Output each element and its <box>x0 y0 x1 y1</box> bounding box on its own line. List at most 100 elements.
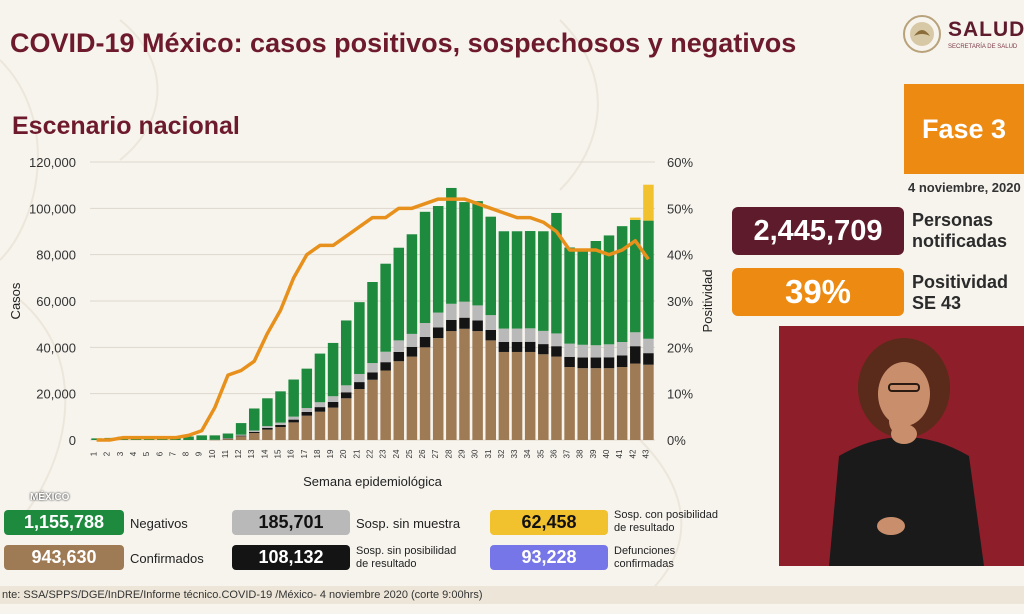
bar-segment <box>314 353 326 403</box>
bar-segment <box>248 431 260 434</box>
bar-segment <box>446 303 457 320</box>
x-tick-label: 13 <box>247 449 256 458</box>
bar-segment <box>367 372 378 380</box>
bar-segment <box>340 392 352 399</box>
positivity-line <box>96 197 650 442</box>
x-tick-label: 26 <box>418 449 427 458</box>
x-tick-label: 7 <box>168 451 177 456</box>
scenario-subtitle: Escenario nacional <box>12 112 240 140</box>
bar-segment <box>262 426 273 428</box>
y-tick-label: 0 <box>69 433 76 448</box>
bar-segment <box>603 344 615 358</box>
x-tick-label: 28 <box>444 449 453 458</box>
bar-segment <box>446 319 457 332</box>
bar-segment <box>511 351 523 440</box>
confirmed-value: 943,630 <box>4 545 124 570</box>
no-result-label: Sosp. sin posibilidad de resultado <box>356 545 456 571</box>
x-tick-label: 12 <box>234 449 243 458</box>
no-sample-label: Sosp. sin muestra <box>356 516 461 531</box>
bar-segment <box>406 356 418 440</box>
x-tick-label: 14 <box>260 449 269 458</box>
bar-segment <box>603 357 615 369</box>
bar-segment <box>577 344 588 358</box>
y2-tick-label: 0% <box>667 433 686 448</box>
bar-segment <box>393 340 405 352</box>
bar-segment <box>538 344 549 355</box>
bar-segment <box>406 346 418 357</box>
bar-segment <box>630 332 641 347</box>
bar-segment <box>577 357 588 369</box>
x-tick-label: 27 <box>431 449 440 458</box>
y2-tick-label: 20% <box>667 340 693 355</box>
bar-segment <box>314 402 326 408</box>
bar-segment <box>511 231 523 329</box>
bar-segment <box>288 379 299 417</box>
notified-label-line2: notificadas <box>912 231 1008 251</box>
positivity-label-line1: Positividad <box>912 272 1009 292</box>
bar-segment <box>419 336 431 348</box>
eagle-emblem-icon <box>903 15 941 53</box>
bar-segment <box>630 346 641 364</box>
bar-segment <box>248 433 260 440</box>
y2-tick-label: 50% <box>667 201 693 216</box>
bar-segment <box>367 363 378 373</box>
bar-segment <box>603 235 615 345</box>
bar-segment <box>551 356 562 440</box>
bar-segment <box>406 333 418 347</box>
possible-result-value: 62,458 <box>490 510 608 535</box>
bar-segment <box>235 434 247 436</box>
bar-segment <box>380 362 391 371</box>
bar-segment <box>262 398 273 427</box>
bar-segment <box>432 312 444 328</box>
bar-segment <box>616 342 628 356</box>
bar-segment <box>262 427 273 430</box>
bar-segment <box>498 351 510 440</box>
bar-segment <box>472 305 483 321</box>
bar-segment <box>538 330 549 345</box>
bar-segment <box>340 320 352 386</box>
negatives-label: Negativos <box>130 516 188 531</box>
bar-segment <box>222 433 234 439</box>
negatives-value: 1,155,788 <box>4 510 124 535</box>
bar-segment <box>275 422 286 425</box>
bar-segment <box>485 216 497 316</box>
bar-segment <box>564 247 575 344</box>
bar-segment <box>327 407 339 440</box>
bar-segment <box>222 438 234 439</box>
bar-segment <box>301 368 313 409</box>
x-tick-label: 4 <box>129 451 138 456</box>
bar-segment <box>235 436 247 440</box>
deaths-label-line1: Defunciones <box>614 545 676 557</box>
bar-segment <box>314 407 326 412</box>
bar-segment <box>288 419 299 423</box>
source-footer: nte: SSA/SPPS/DGE/InDRE/Informe técnico.… <box>0 586 1024 604</box>
bar-segment <box>393 361 405 440</box>
bar-segment <box>275 427 286 440</box>
x-tick-label: 42 <box>628 449 637 458</box>
phase-badge: Fase 3 <box>904 84 1024 174</box>
cases-chart: 0 20,000 40,000 60,000 80,000 100,000 120,000 0… <box>8 155 715 489</box>
bar-segment <box>551 346 562 357</box>
report-date: 4 noviembre, 2020 <box>908 180 1021 195</box>
x-tick-label: 39 <box>589 449 598 458</box>
y-tick-label: 100,000 <box>29 201 76 216</box>
bar-segment <box>248 430 260 432</box>
bar-segment <box>564 356 575 368</box>
x-tick-label: 30 <box>471 449 480 458</box>
x-tick-label: 38 <box>576 449 585 458</box>
bar-segment <box>643 220 654 339</box>
bar-segment <box>354 373 365 383</box>
no-result-label-line2: de resultado <box>356 558 417 570</box>
bar-segment <box>301 415 313 440</box>
possible-result-label: Sosp. con posibilidad de resultado <box>614 509 718 535</box>
bar-segment <box>222 438 234 440</box>
y-tick-label: 60,000 <box>36 294 76 309</box>
x-tick-label: 15 <box>274 449 283 458</box>
bar-segment <box>432 327 444 339</box>
bar-segment <box>419 323 431 337</box>
logo-name: SALUD <box>948 18 1024 41</box>
salud-logo: SALUD SECRETARÍA DE SALUD <box>902 14 1024 58</box>
deaths-label-line2: confirmadas <box>614 558 674 570</box>
no-result-label-line1: Sosp. sin posibilidad <box>356 545 457 557</box>
bar-segment <box>432 338 444 440</box>
